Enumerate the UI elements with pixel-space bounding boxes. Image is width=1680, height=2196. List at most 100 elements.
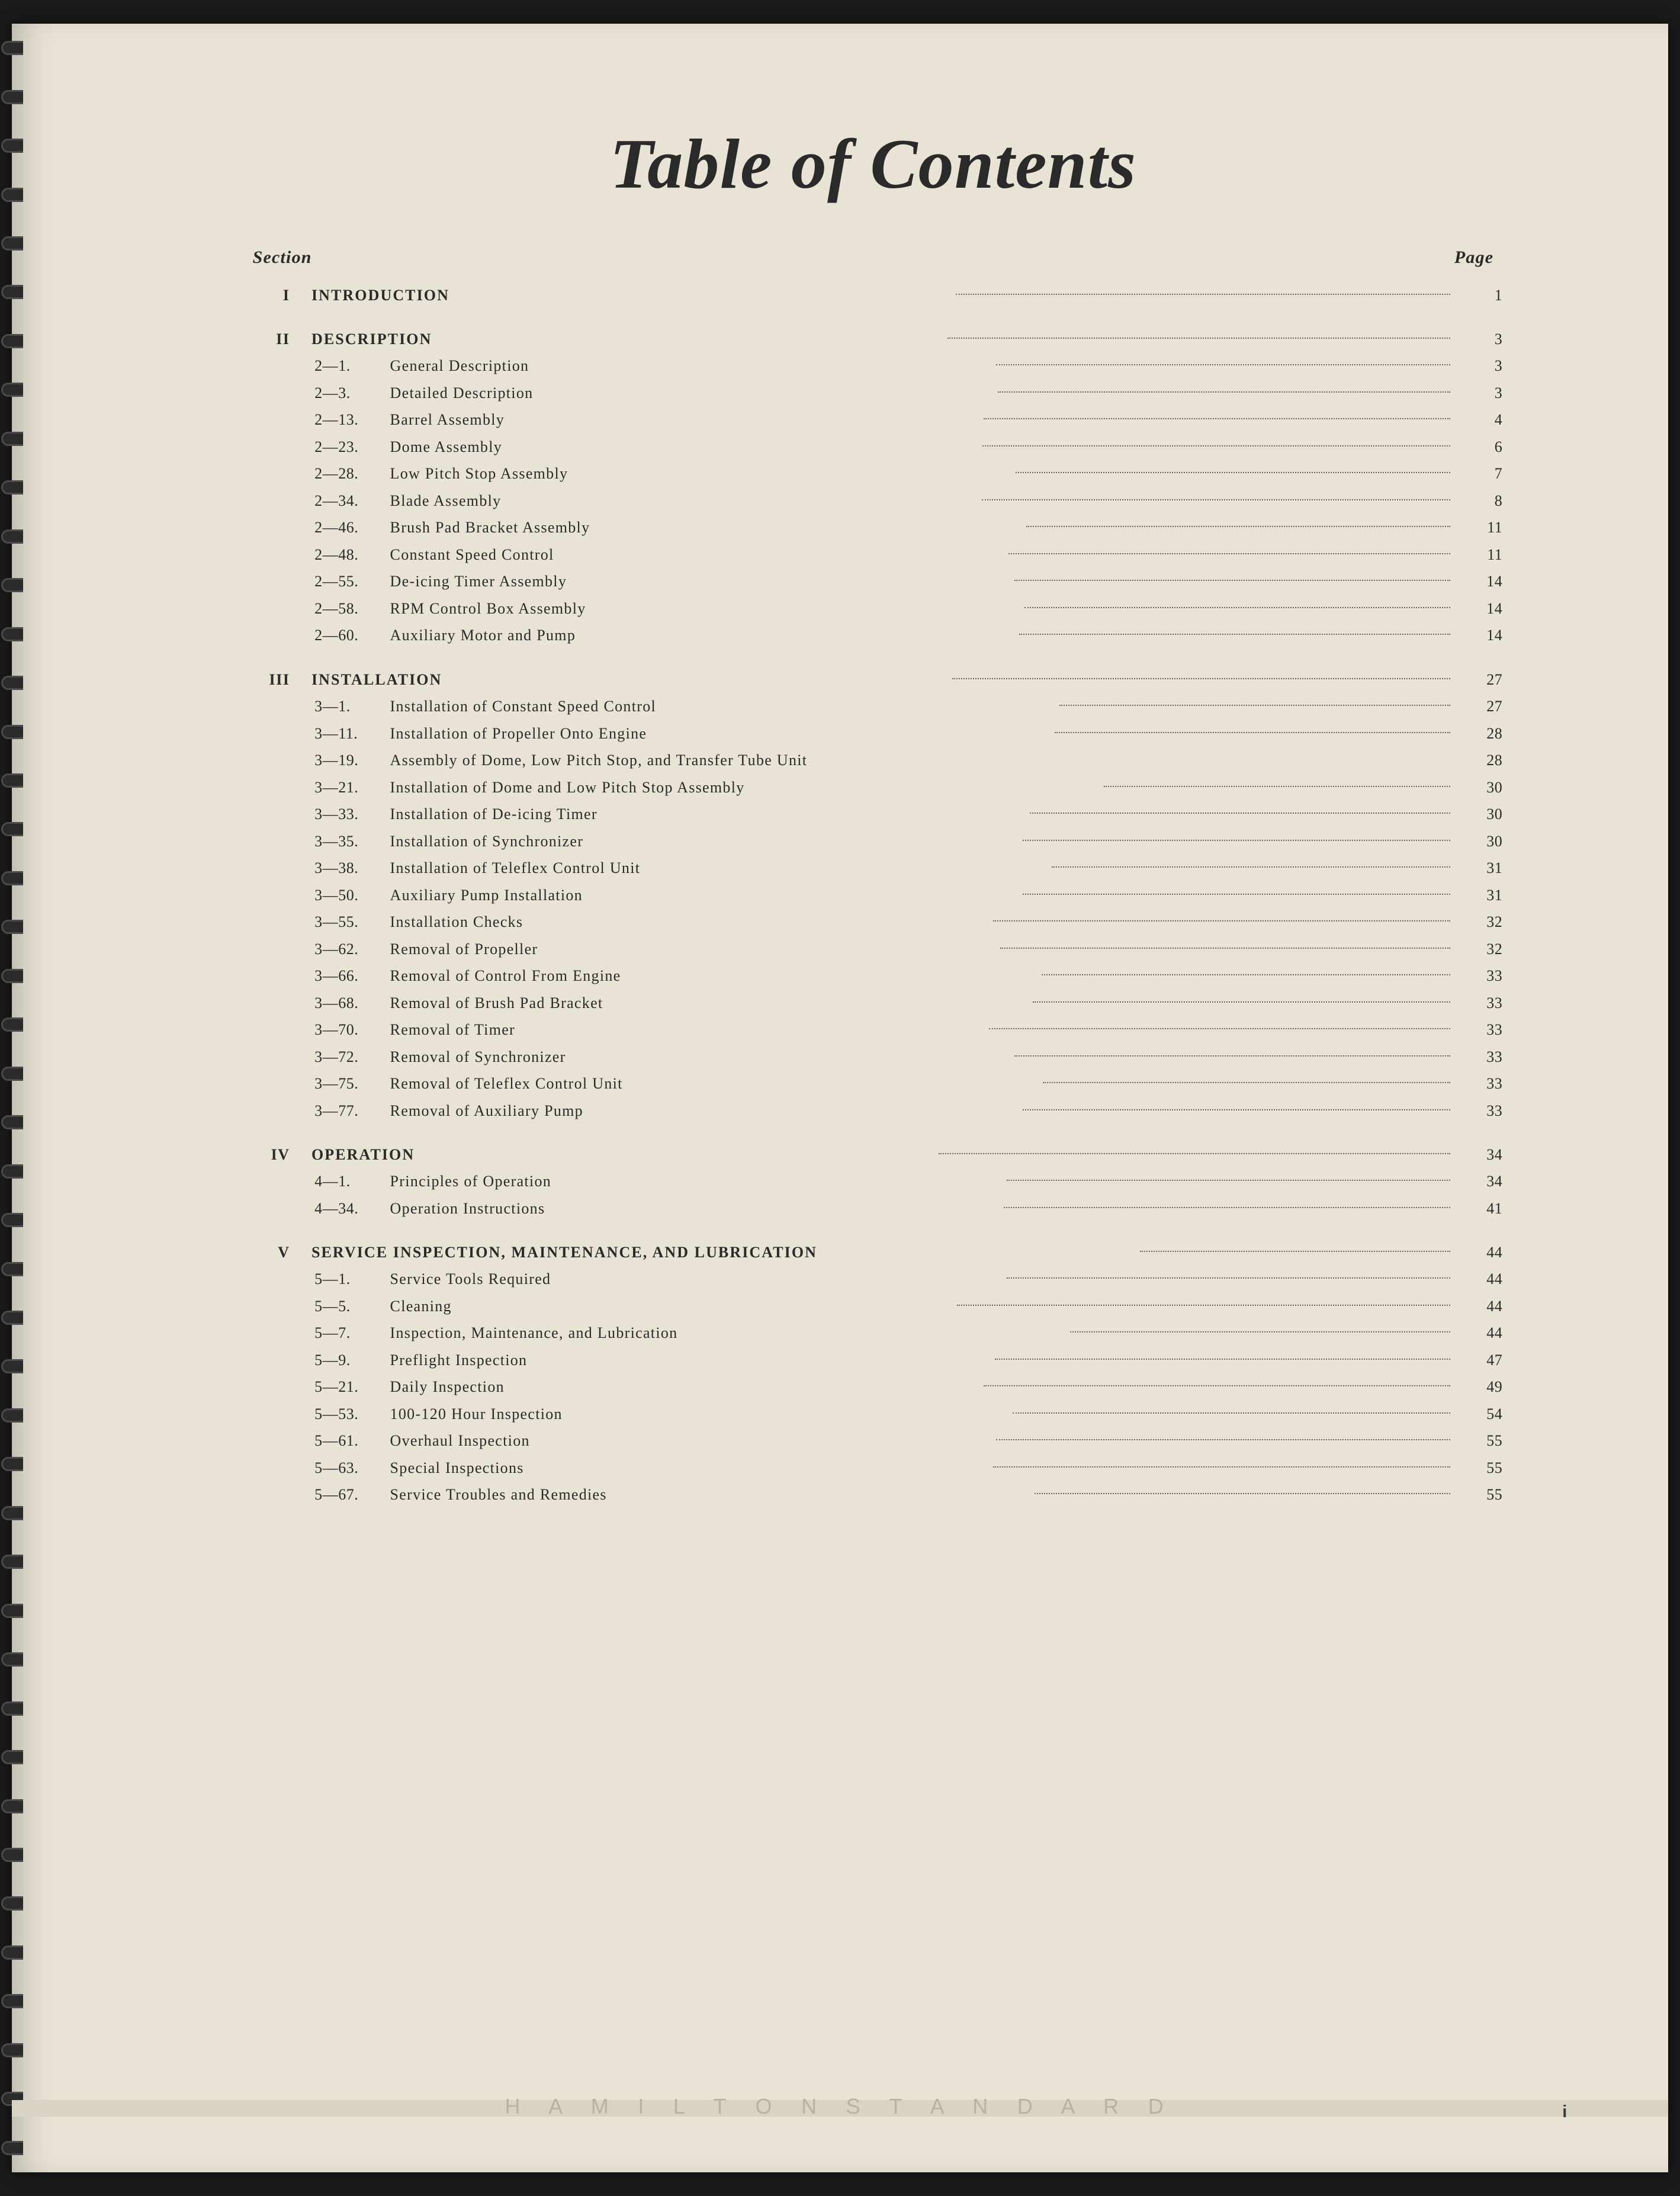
item-page: 33 [1463, 1016, 1503, 1044]
item-page: 44 [1463, 1293, 1503, 1320]
item-title: Dome Assembly [390, 434, 971, 461]
toc-item-row: 3—72.Removal of Synchronizer33 [244, 1044, 1503, 1071]
item-page: 3 [1463, 352, 1503, 380]
item-page: 30 [1463, 801, 1503, 828]
paragraph-number: 5—1. [311, 1266, 384, 1293]
toc-item-row: 3—19.Assembly of Dome, Low Pitch Stop, a… [244, 747, 1503, 774]
paragraph-number: 2—23. [311, 434, 384, 461]
dot-leader [1070, 1331, 1450, 1333]
toc-item-row: 3—55.Installation Checks 32 [244, 908, 1503, 936]
toc-item-row: 5—63.Special Inspections55 [244, 1455, 1503, 1482]
section-heading: SERVICE INSPECTION, MAINTENANCE, AND LUB… [311, 1239, 1128, 1266]
paragraph-number: 2—55. [311, 568, 384, 595]
item-title: Assembly of Dome, Low Pitch Stop, and Tr… [390, 747, 1457, 774]
item-title: Auxiliary Pump Installation [390, 882, 1011, 909]
dot-leader [989, 1028, 1450, 1029]
item-page: 31 [1463, 855, 1503, 882]
item-page: 27 [1463, 693, 1503, 720]
paragraph-number: 5—53. [311, 1401, 384, 1428]
dot-leader [1024, 607, 1450, 608]
toc-item-row: 2—23.Dome Assembly6 [244, 434, 1503, 461]
dot-leader [1008, 553, 1450, 554]
paragraph-number: 5—67. [311, 1481, 384, 1508]
paragraph-number: 2—48. [311, 541, 384, 569]
toc-item-row: 2—55.De-icing Timer Assembly14 [244, 568, 1503, 595]
dot-leader [1023, 893, 1450, 894]
toc-heading-row: IIIINSTALLATION27 [244, 666, 1503, 694]
item-page: 14 [1463, 622, 1503, 649]
dot-leader [984, 418, 1450, 419]
dot-leader [1014, 580, 1450, 581]
item-title: Installation Checks [390, 908, 981, 936]
paragraph-number: 2—34. [311, 487, 384, 515]
toc-item-row: 2—1.General Description3 [244, 352, 1503, 380]
paragraph-number: 2—58. [311, 595, 384, 622]
item-title: Cleaning [390, 1293, 945, 1320]
dot-leader [1052, 866, 1450, 868]
item-page: 55 [1463, 1427, 1503, 1455]
item-title: De-icing Timer Assembly [390, 568, 1003, 595]
item-page: 41 [1463, 1195, 1503, 1222]
paragraph-number: 3—66. [311, 962, 384, 990]
paragraph-number: 4—34. [311, 1195, 384, 1222]
item-title: Removal of Brush Pad Bracket [390, 990, 1021, 1017]
toc-item-row: 2—60.Auxiliary Motor and Pump14 [244, 622, 1503, 649]
paragraph-number: 2—28. [311, 460, 384, 487]
toc-item-row: 5—53.100-120 Hour Inspection54 [244, 1401, 1503, 1428]
dot-leader [1004, 1206, 1450, 1208]
dot-leader [1035, 1493, 1450, 1494]
paragraph-number: 3—55. [311, 908, 384, 936]
header-page: Page [1454, 248, 1493, 268]
footer-brand: H A M I L T O N S T A N D A R D [505, 2094, 1175, 2118]
section-heading: DESCRIPTION [311, 326, 935, 353]
section-roman: II [244, 326, 306, 353]
page-title: Table of Contents [244, 123, 1503, 205]
dot-leader [939, 1152, 1450, 1154]
item-title: Blade Assembly [390, 487, 970, 515]
toc-item-row: 2—28.Low Pitch Stop Assembly7 [244, 460, 1503, 487]
toc-item-row: 5—67.Service Troubles and Remedies55 [244, 1481, 1503, 1508]
item-title: Special Inspections [390, 1455, 981, 1482]
item-title: General Description [390, 352, 984, 380]
item-page: 28 [1463, 747, 1503, 774]
item-title: Low Pitch Stop Assembly [390, 460, 1003, 487]
paragraph-number: 2—3. [311, 380, 384, 407]
dot-leader [996, 1439, 1450, 1440]
item-title: Removal of Auxiliary Pump [390, 1097, 1011, 1125]
paragraph-number: 3—35. [311, 828, 384, 855]
item-page: 33 [1463, 990, 1503, 1017]
dot-leader [993, 920, 1450, 922]
item-title: Installation of Constant Speed Control [390, 693, 1048, 720]
item-title: Installation of Teleflex Control Unit [390, 855, 1039, 882]
column-headers: Section Page [253, 248, 1494, 268]
item-page: 31 [1463, 882, 1503, 909]
dot-leader [982, 499, 1450, 500]
toc-item-row: 3—68.Removal of Brush Pad Bracket33 [244, 990, 1503, 1017]
toc-heading-row: IVOPERATION34 [244, 1141, 1503, 1168]
item-title: Installation of De-icing Timer [390, 801, 1018, 828]
dot-leader [1007, 1180, 1450, 1181]
toc-item-row: 5—7.Inspection, Maintenance, and Lubrica… [244, 1319, 1503, 1347]
toc-heading-row: IIDESCRIPTION 3 [244, 326, 1503, 353]
item-title: Installation of Synchronizer [390, 828, 1011, 855]
paragraph-number: 3—70. [311, 1016, 384, 1044]
paragraph-number: 5—7. [311, 1319, 384, 1347]
dot-leader [1026, 526, 1450, 527]
footer-page-number: i [1562, 2102, 1569, 2122]
dot-leader [1042, 974, 1450, 975]
item-page: 32 [1463, 908, 1503, 936]
toc-section: IIIINSTALLATION273—1.Installation of Con… [244, 666, 1503, 1125]
toc-item-row: 3—66.Removal of Control From Engine33 [244, 962, 1503, 990]
dot-leader [984, 1385, 1450, 1386]
item-title: Removal of Propeller [390, 936, 988, 963]
section-page: 3 [1463, 326, 1503, 353]
item-title: Barrel Assembly [390, 406, 972, 434]
toc-section: VSERVICE INSPECTION, MAINTENANCE, AND LU… [244, 1239, 1503, 1508]
toc-item-row: 3—1.Installation of Constant Speed Contr… [244, 693, 1503, 720]
dot-leader [1104, 785, 1450, 786]
item-title: Auxiliary Motor and Pump [390, 622, 1007, 649]
toc-item-row: 3—35.Installation of Synchronizer30 [244, 828, 1503, 855]
dot-leader [956, 294, 1450, 295]
paragraph-number: 5—5. [311, 1293, 384, 1320]
item-page: 32 [1463, 936, 1503, 963]
